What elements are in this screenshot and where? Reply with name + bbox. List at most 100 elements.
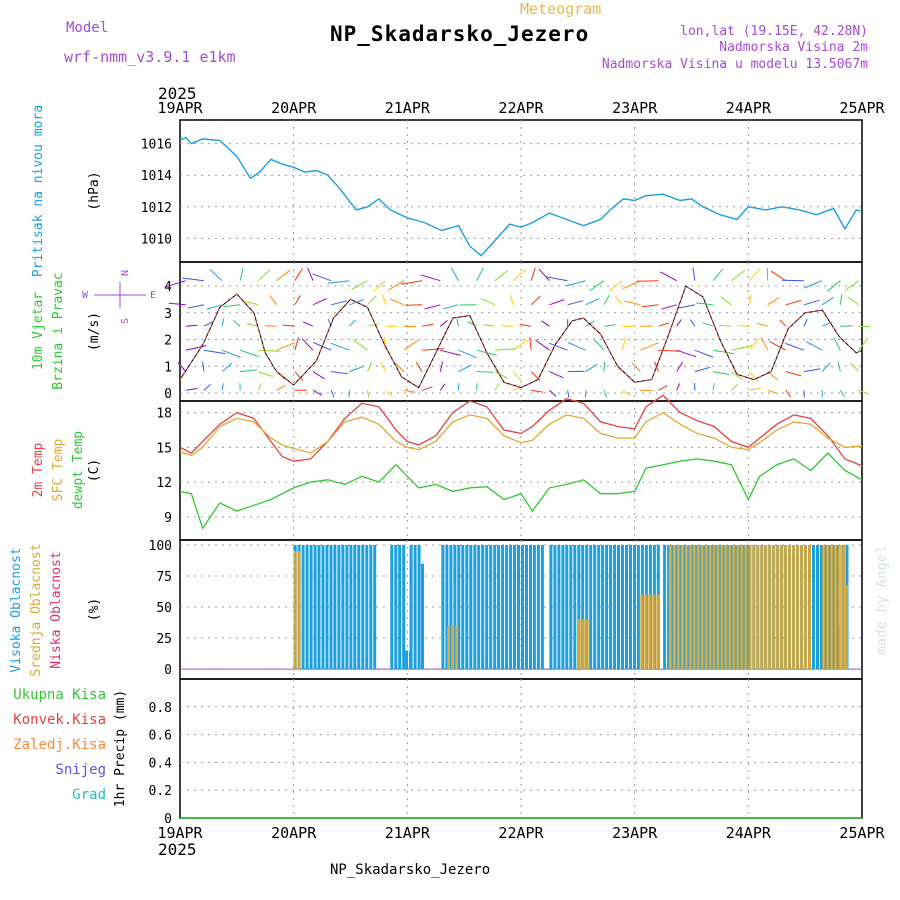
high-cloud-bar (409, 545, 413, 670)
high-cloud-bar (593, 545, 597, 670)
wind-vector (307, 267, 314, 281)
dewpt-line (179, 452, 863, 530)
high-cloud-bar (687, 545, 690, 670)
wind-vector (177, 362, 187, 372)
high-cloud-bar (597, 545, 601, 670)
model-label: Model (66, 20, 109, 36)
high-cloud-bar (667, 545, 671, 670)
bottom-year-label: 2025 (158, 840, 197, 859)
wind-vector (785, 342, 805, 351)
wind-vector (712, 268, 724, 282)
wind-vector (767, 371, 779, 381)
high-cloud-bar (509, 545, 513, 670)
wind-vector (844, 280, 859, 292)
high-cloud-bar (517, 545, 520, 670)
wind-vector (821, 296, 834, 306)
y-tick-label: 15 (156, 441, 172, 456)
wind-vector (420, 274, 441, 282)
wind-vector (312, 298, 327, 306)
top-time-tick-label: 22APR (498, 99, 544, 117)
high-cloud-bar (309, 545, 313, 670)
mid-cloud-bar (688, 545, 692, 670)
high-cloud-bar (730, 545, 734, 670)
wind-vector (749, 337, 760, 351)
wind-gust-markers (179, 285, 863, 389)
wind-vector (483, 324, 495, 327)
high-cloud-bar (473, 545, 477, 670)
top-year-label: 2025 (158, 84, 197, 103)
y-tick-label: 2 (164, 334, 172, 349)
wind-vector (458, 349, 477, 359)
wind-vector (658, 349, 681, 352)
wind-vector (585, 297, 600, 306)
mid-cloud-bar (834, 545, 838, 670)
wind-vector (327, 280, 350, 284)
high-cloud-bar (718, 545, 722, 670)
wind-vector (221, 318, 225, 327)
wind-vector (603, 390, 608, 398)
wind-vector (510, 294, 514, 305)
wind-vector (567, 342, 586, 351)
mid-cloud-bar (740, 545, 744, 670)
high-cloud-bar (675, 545, 678, 670)
wind-vector (480, 298, 496, 306)
high-cloud-bar (321, 545, 325, 670)
high-cloud-bar (819, 545, 823, 670)
panel-unit-label: (C) (87, 459, 102, 482)
wind-vector (269, 295, 278, 306)
y-tick-label: 9 (164, 511, 172, 526)
wind-vector (203, 349, 226, 355)
high-cloud-bar (373, 545, 377, 670)
wind-vector (439, 383, 446, 391)
high-cloud-bar (333, 545, 337, 670)
high-cloud-bar (671, 545, 674, 670)
high-cloud-bar (349, 545, 353, 670)
mid-cloud-bar (704, 545, 708, 670)
wind-vector (476, 371, 494, 373)
high-cloud-bar (577, 545, 581, 670)
wind-vector (622, 280, 641, 290)
wind-vector (538, 268, 550, 282)
high-cloud-bar (549, 545, 553, 670)
wind-vector (839, 294, 843, 305)
high-cloud-bar (816, 545, 819, 670)
mid-cloud-bar (768, 545, 772, 670)
wind-vector (494, 269, 509, 282)
mid-cloud-bar (581, 619, 585, 669)
high-cloud-bar (835, 545, 839, 670)
wind-vector (696, 302, 714, 306)
wind-vector (276, 384, 286, 391)
wind-vector (785, 371, 802, 377)
mid-cloud-bar (451, 625, 455, 669)
wind-vector (203, 384, 212, 391)
wind-vector (276, 342, 295, 351)
wind-vector (731, 371, 743, 380)
wind-vector (661, 304, 677, 310)
y-tick-label: 25 (156, 632, 172, 647)
top-time-tick-label: 20APR (271, 99, 317, 117)
high-cloud-bar (663, 545, 667, 670)
wind-vector (737, 325, 750, 327)
high-cloud-bar (497, 545, 501, 670)
bottom-time-tick-label: 21APR (385, 824, 431, 842)
bottom-time-tick-label: 25APR (839, 824, 885, 842)
cloud-axis-label: Niska Oblacnost (49, 551, 64, 668)
high-cloud-bar (679, 545, 682, 670)
pressure-line (179, 136, 863, 257)
mid-cloud-bar (577, 619, 581, 669)
wind-vector (719, 324, 732, 327)
wind-vector (614, 295, 623, 306)
wind-vector (451, 267, 459, 281)
wind-vector (301, 338, 314, 351)
mid-cloud-bar (640, 594, 644, 670)
wind-vector (805, 340, 823, 351)
mid-cloud-bar (293, 551, 297, 670)
high-cloud-bar (601, 545, 605, 670)
panel-unit-label: (%) (87, 598, 102, 621)
y-tick-label: 1016 (141, 138, 172, 153)
high-cloud-bar (305, 545, 309, 670)
wind-vector (676, 349, 697, 358)
high-cloud-bar (402, 545, 406, 670)
bottom-time-tick-label: 19APR (157, 824, 203, 842)
